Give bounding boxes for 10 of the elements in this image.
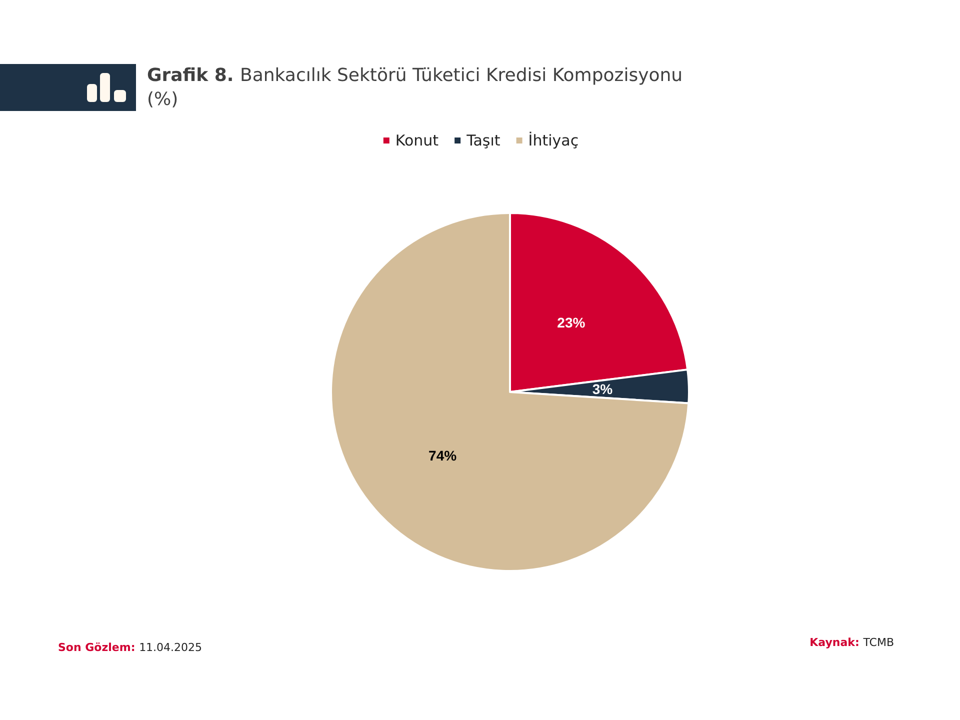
text: Kaynak: TCMB bbox=[810, 636, 894, 649]
legend-label: Taşıt bbox=[466, 132, 500, 150]
text: (%) bbox=[147, 89, 178, 110]
chart-title: Grafik 8. Bankacılık Sektörü Tüketici Kredisi Kompozisyonu bbox=[147, 65, 683, 86]
data-label: 23% bbox=[557, 314, 586, 331]
text: Son Gözlem: 11.04.2025 bbox=[58, 641, 202, 654]
legend-label: İhtiyaç bbox=[528, 132, 579, 150]
data-label: 74% bbox=[428, 447, 458, 464]
data-label: 3% bbox=[592, 381, 614, 398]
legend-label: Konut bbox=[395, 132, 439, 150]
